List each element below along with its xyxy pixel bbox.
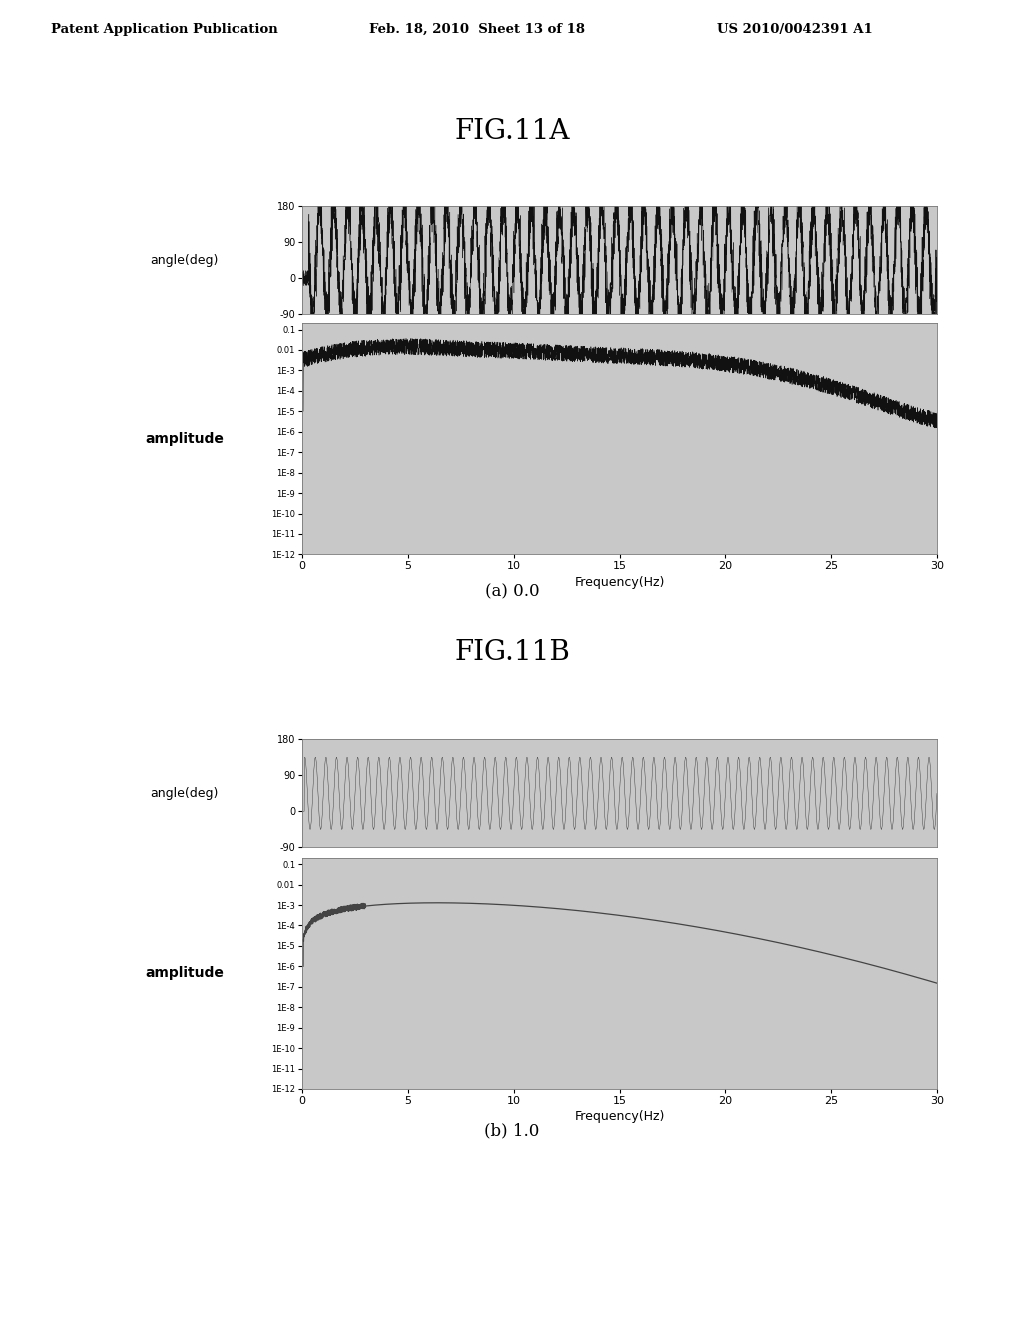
Text: amplitude: amplitude	[144, 432, 224, 446]
Text: (a) 0.0: (a) 0.0	[484, 583, 540, 601]
Text: angle(deg): angle(deg)	[151, 253, 218, 267]
Text: (b) 1.0: (b) 1.0	[484, 1122, 540, 1139]
X-axis label: Frequency(Hz): Frequency(Hz)	[574, 576, 665, 589]
Text: amplitude: amplitude	[144, 966, 224, 981]
Text: US 2010/0042391 A1: US 2010/0042391 A1	[717, 22, 872, 36]
Text: FIG.11A: FIG.11A	[455, 117, 569, 145]
Text: Feb. 18, 2010  Sheet 13 of 18: Feb. 18, 2010 Sheet 13 of 18	[369, 22, 585, 36]
Text: angle(deg): angle(deg)	[151, 787, 218, 800]
X-axis label: Frequency(Hz): Frequency(Hz)	[574, 1110, 665, 1123]
Text: Patent Application Publication: Patent Application Publication	[51, 22, 278, 36]
Text: FIG.11B: FIG.11B	[454, 639, 570, 667]
